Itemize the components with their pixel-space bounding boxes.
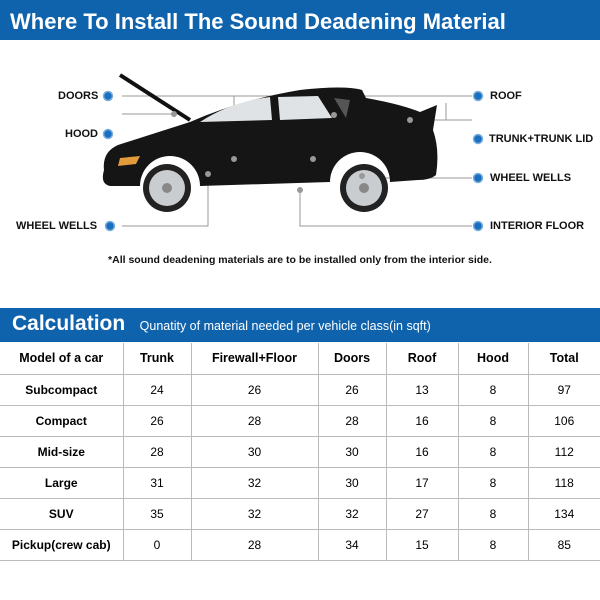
table-cell: 8 <box>457 498 528 530</box>
table-cell: 26 <box>122 405 191 437</box>
table-cell: 112 <box>527 436 600 468</box>
column-header: Trunk <box>122 343 191 375</box>
table-cell: 32 <box>190 467 318 499</box>
car-illustration <box>102 73 484 232</box>
label-trunk: TRUNK+TRUNK LID <box>489 133 594 145</box>
table-cell: 85 <box>527 529 600 561</box>
table-cell: 0 <box>122 529 191 561</box>
table-cell: 17 <box>385 467 458 499</box>
table-cell: 8 <box>457 436 528 468</box>
calculation-subtitle: Qunatity of material needed per vehicle … <box>139 319 431 333</box>
wheel-rear <box>340 164 388 212</box>
table-cell: 13 <box>385 374 458 406</box>
calculation-title: Calculation <box>12 312 126 335</box>
table-row: Subcompact 24 26 26 13 8 97 <box>0 374 600 406</box>
table-cell: 16 <box>385 405 458 437</box>
table-cell: 35 <box>122 498 191 530</box>
row-label: Compact <box>0 405 123 437</box>
table-cell: 30 <box>317 436 386 468</box>
material-table: Model of a car Trunk Firewall+Floor Doors Ro… <box>0 343 600 561</box>
table-cell: 15 <box>385 529 458 561</box>
car-body <box>102 82 438 186</box>
table-cell: 30 <box>317 467 386 499</box>
table-cell: 28 <box>190 529 318 561</box>
wheel-front <box>143 164 191 212</box>
column-header: Roof <box>385 343 458 375</box>
table-header-row: Model of a car Trunk Firewall+Floor Doors Ro… <box>0 343 600 375</box>
calculation-header: Calculation Qunatity of material needed … <box>0 308 600 342</box>
table-row: SUV 35 32 32 27 8 134 <box>0 498 600 530</box>
table-cell: 30 <box>190 436 318 468</box>
table-row: Compact 26 28 28 16 8 106 <box>0 405 600 437</box>
column-header: Firewall+Floor <box>190 343 318 375</box>
table-row: Large 31 32 30 17 8 118 <box>0 467 600 499</box>
table-cell: 97 <box>527 374 600 406</box>
table-cell: 8 <box>457 467 528 499</box>
table-cell: 28 <box>190 405 318 437</box>
row-label: Large <box>0 467 123 499</box>
table-cell: 32 <box>190 498 318 530</box>
table-cell: 26 <box>317 374 386 406</box>
label-wheel-wells-left: WHEEL WELLS <box>16 220 98 232</box>
label-roof: ROOF <box>490 90 522 102</box>
table-cell: 24 <box>122 374 191 406</box>
table-cell: 31 <box>122 467 191 499</box>
table-cell: 8 <box>457 374 528 406</box>
row-label: Subcompact <box>0 374 123 406</box>
table-cell: 8 <box>457 529 528 561</box>
row-label: SUV <box>0 498 123 530</box>
table-cell: 16 <box>385 436 458 468</box>
column-header: Hood <box>457 343 528 375</box>
table-cell: 28 <box>122 436 191 468</box>
row-label: Mid-size <box>0 436 123 468</box>
table-cell: 134 <box>527 498 600 530</box>
row-label: Pickup(crew cab) <box>0 529 123 561</box>
table-cell: 27 <box>385 498 458 530</box>
car-diagram: DOORS HOOD WHEEL WELLS ROOF TRUNK+TRUNK … <box>0 40 600 280</box>
table-cell: 34 <box>317 529 386 561</box>
column-header: Total <box>527 343 600 375</box>
table-row: Pickup(crew cab) 0 28 34 15 8 85 <box>0 529 600 561</box>
table-cell: 28 <box>317 405 386 437</box>
column-header: Model of a car <box>0 343 123 375</box>
column-header: Doors <box>317 343 386 375</box>
page-title: Where To Install The Sound Deadening Mat… <box>0 0 600 40</box>
install-note: *All sound deadening materials are to be… <box>108 254 492 266</box>
table-cell: 26 <box>190 374 318 406</box>
table-cell: 32 <box>317 498 386 530</box>
label-hood: HOOD <box>65 128 98 140</box>
marker-dots <box>102 90 484 232</box>
table-cell: 106 <box>527 405 600 437</box>
label-interior-floor: INTERIOR FLOOR <box>490 220 585 232</box>
label-wheel-wells-right: WHEEL WELLS <box>490 172 572 184</box>
table-row: Mid-size 28 30 30 16 8 112 <box>0 436 600 468</box>
table-cell: 118 <box>527 467 600 499</box>
label-doors: DOORS <box>58 90 99 102</box>
table-cell: 8 <box>457 405 528 437</box>
